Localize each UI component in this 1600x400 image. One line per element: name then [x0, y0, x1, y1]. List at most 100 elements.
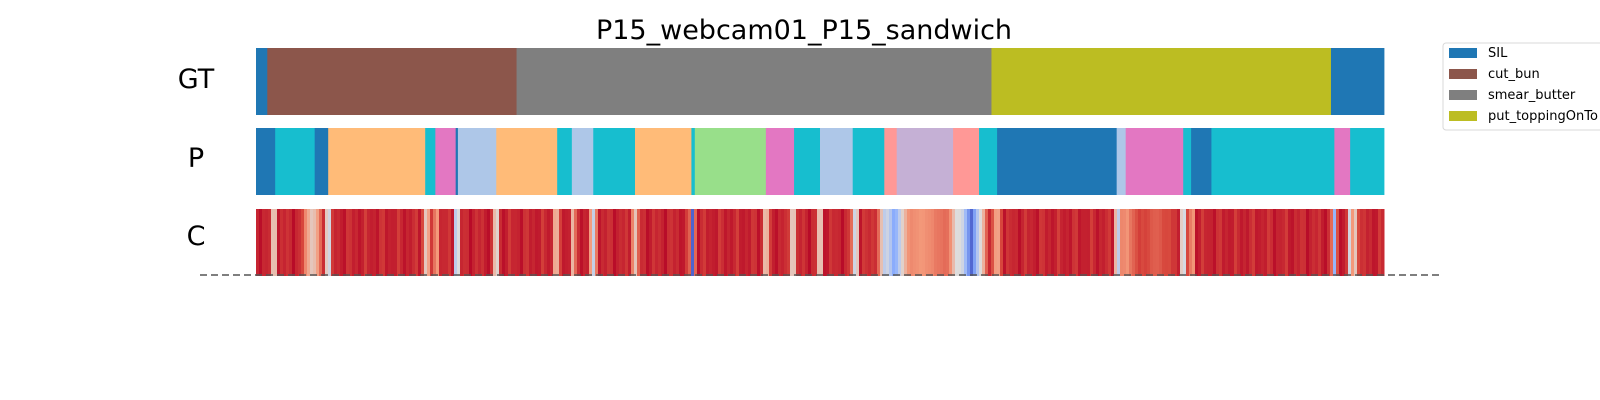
confidence-cell-47 [397, 209, 401, 276]
confidence-cell-183 [805, 209, 809, 276]
confidence-cell-310 [1186, 209, 1190, 276]
prediction-segment-14 [694, 128, 767, 195]
confidence-cell-54 [418, 209, 422, 276]
confidence-cell-7 [277, 209, 281, 276]
confidence-cell-272 [1072, 209, 1076, 276]
confidence-cell-281 [1099, 209, 1103, 276]
confidence-cell-141 [679, 209, 683, 276]
confidence-cell-147 [697, 209, 701, 276]
confidence-cell-125 [631, 209, 635, 276]
confidence-cell-94 [538, 209, 542, 276]
confidence-cell-267 [1057, 209, 1061, 276]
confidence-cell-22 [322, 209, 326, 276]
confidence-cell-157 [727, 209, 731, 276]
confidence-cell-228 [940, 209, 944, 276]
confidence-cell-32 [352, 209, 356, 276]
confidence-cell-68 [460, 209, 464, 276]
confidence-cell-20 [316, 209, 320, 276]
gt-segment-1 [267, 48, 517, 115]
confidence-cell-24 [328, 209, 332, 276]
confidence-cell-64 [448, 209, 452, 276]
confidence-cell-303 [1165, 209, 1169, 276]
confidence-cell-374 [1378, 209, 1382, 276]
legend-swatch-put-topping [1449, 111, 1477, 121]
confidence-cell-86 [514, 209, 518, 276]
confidence-cell-103 [565, 209, 569, 276]
confidence-cell-288 [1120, 209, 1124, 276]
confidence-cell-19 [313, 209, 317, 276]
confidence-cell-344 [1288, 209, 1292, 276]
confidence-cell-326 [1234, 209, 1238, 276]
confidence-cell-337 [1267, 209, 1271, 276]
confidence-cell-52 [412, 209, 416, 276]
prediction-segment-1 [275, 128, 316, 195]
confidence-cell-128 [640, 209, 644, 276]
confidence-cell-279 [1093, 209, 1097, 276]
prediction-segment-5 [435, 128, 457, 195]
confidence-cell-266 [1054, 209, 1058, 276]
confidence-cell-28 [340, 209, 344, 276]
prediction-segment-23 [997, 128, 1118, 195]
confidence-cell-308 [1180, 209, 1184, 276]
confidence-cell-345 [1291, 209, 1295, 276]
confidence-cell-278 [1090, 209, 1094, 276]
confidence-cell-342 [1282, 209, 1286, 276]
confidence-cell-297 [1147, 209, 1151, 276]
confidence-cell-355 [1321, 209, 1325, 276]
confidence-cell-248 [1000, 209, 1004, 276]
legend-label-cut-bun: cut_bun [1488, 67, 1540, 82]
confidence-cell-2 [262, 209, 266, 276]
confidence-cell-284 [1108, 209, 1112, 276]
confidence-cell-289 [1123, 209, 1127, 276]
confidence-cell-121 [619, 209, 623, 276]
confidence-cell-194 [838, 209, 842, 276]
confidence-cell-256 [1024, 209, 1028, 276]
confidence-cell-77 [487, 209, 491, 276]
confidence-cell-217 [907, 209, 911, 276]
confidence-cell-175 [781, 209, 785, 276]
confidence-cell-10 [286, 209, 290, 276]
confidence-cell-173 [775, 209, 779, 276]
confidence-cell-93 [535, 209, 539, 276]
confidence-cell-53 [415, 209, 419, 276]
confidence-cell-224 [928, 209, 932, 276]
confidence-cell-254 [1018, 209, 1022, 276]
confidence-cell-156 [724, 209, 728, 276]
confidence-cell-83 [505, 209, 509, 276]
prediction-segment-18 [852, 128, 885, 195]
confidence-cell-61 [439, 209, 443, 276]
confidence-cell-78 [490, 209, 494, 276]
confidence-cell-100 [556, 209, 560, 276]
confidence-cell-135 [661, 209, 665, 276]
confidence-cell-133 [655, 209, 659, 276]
confidence-cell-182 [802, 209, 806, 276]
confidence-cell-231 [949, 209, 953, 276]
confidence-cell-143 [685, 209, 689, 276]
confidence-cell-332 [1252, 209, 1256, 276]
confidence-cell-17 [307, 209, 311, 276]
confidence-cell-21 [319, 209, 323, 276]
confidence-cell-164 [748, 209, 752, 276]
confidence-cell-375 [1381, 209, 1385, 276]
confidence-cell-97 [547, 209, 551, 276]
confidence-cell-126 [634, 209, 638, 276]
confidence-cell-197 [847, 209, 851, 276]
confidence-cell-258 [1030, 209, 1034, 276]
confidence-cell-300 [1156, 209, 1160, 276]
confidence-cell-218 [910, 209, 914, 276]
confidence-cell-155 [721, 209, 725, 276]
confidence-cell-322 [1222, 209, 1226, 276]
confidence-cell-331 [1249, 209, 1253, 276]
confidence-cell-80 [496, 209, 500, 276]
confidence-cell-313 [1195, 209, 1199, 276]
confidence-cell-252 [1012, 209, 1016, 276]
confidence-cell-295 [1141, 209, 1145, 276]
confidence-cell-348 [1300, 209, 1304, 276]
confidence-cell-271 [1069, 209, 1073, 276]
prediction-segment-11 [593, 128, 636, 195]
confidence-cell-105 [571, 209, 575, 276]
confidence-cell-14 [298, 209, 302, 276]
confidence-cell-8 [280, 209, 284, 276]
confidence-cell-167 [757, 209, 761, 276]
